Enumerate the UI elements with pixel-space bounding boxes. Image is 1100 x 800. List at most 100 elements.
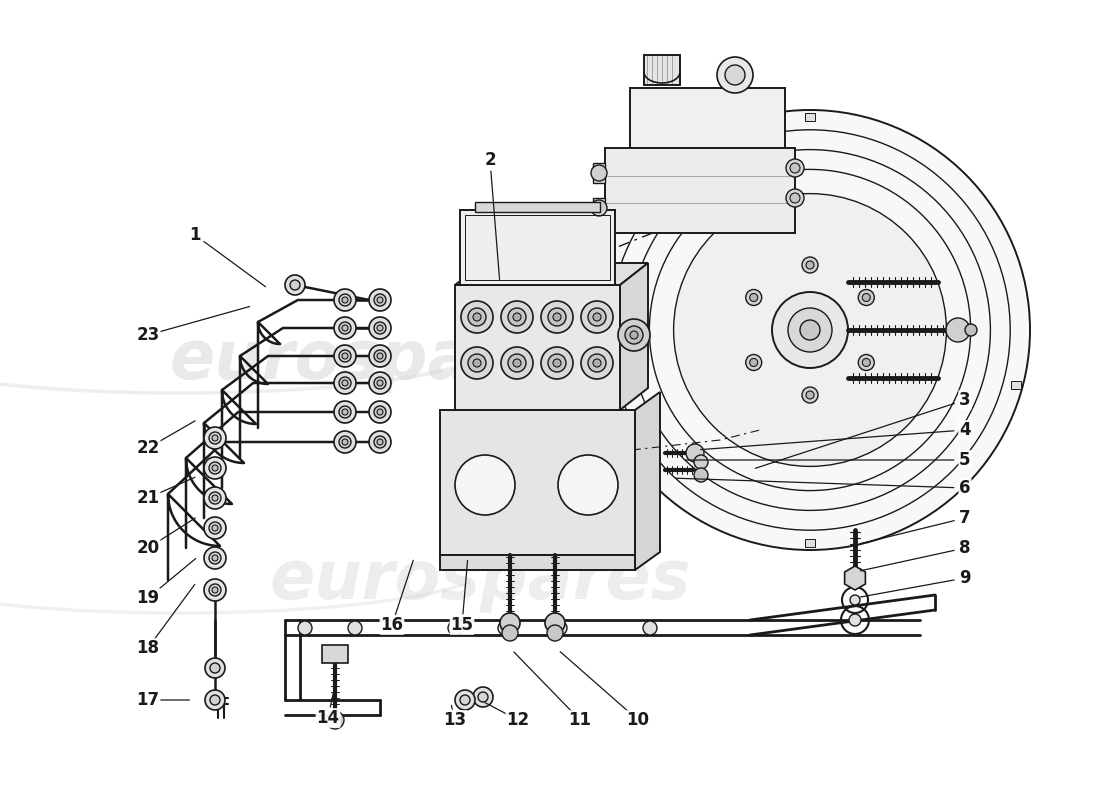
- Circle shape: [374, 294, 386, 306]
- Circle shape: [212, 465, 218, 471]
- Bar: [805, 113, 815, 121]
- Bar: [322, 645, 348, 663]
- Circle shape: [212, 495, 218, 501]
- Circle shape: [473, 313, 481, 321]
- Circle shape: [212, 587, 218, 593]
- Text: eurospares: eurospares: [270, 547, 691, 613]
- Text: 8: 8: [959, 539, 970, 557]
- Circle shape: [588, 308, 606, 326]
- Circle shape: [342, 325, 348, 331]
- Circle shape: [500, 347, 534, 379]
- Circle shape: [368, 431, 390, 453]
- Circle shape: [644, 621, 657, 635]
- Circle shape: [334, 317, 356, 339]
- Circle shape: [334, 431, 356, 453]
- Circle shape: [790, 163, 800, 173]
- Circle shape: [630, 331, 638, 339]
- Circle shape: [544, 613, 565, 633]
- Circle shape: [593, 313, 601, 321]
- Circle shape: [334, 401, 356, 423]
- Circle shape: [746, 354, 761, 370]
- Text: 5: 5: [959, 451, 970, 469]
- Circle shape: [581, 301, 613, 333]
- Text: 18: 18: [136, 639, 160, 657]
- Bar: [605, 148, 795, 233]
- Circle shape: [473, 687, 493, 707]
- Circle shape: [377, 325, 383, 331]
- Circle shape: [374, 377, 386, 389]
- Circle shape: [342, 380, 348, 386]
- Text: 16: 16: [381, 616, 404, 634]
- Bar: [465, 215, 611, 280]
- Text: 22: 22: [136, 439, 160, 457]
- Circle shape: [750, 358, 758, 366]
- Circle shape: [448, 621, 462, 635]
- Circle shape: [342, 353, 348, 359]
- Circle shape: [339, 322, 351, 334]
- Circle shape: [541, 301, 573, 333]
- Circle shape: [717, 57, 754, 93]
- Circle shape: [339, 406, 351, 418]
- Circle shape: [548, 308, 566, 326]
- Text: 3: 3: [959, 391, 971, 409]
- Circle shape: [862, 358, 870, 366]
- Circle shape: [593, 359, 601, 367]
- Circle shape: [473, 359, 481, 367]
- Circle shape: [334, 289, 356, 311]
- Circle shape: [455, 455, 515, 515]
- Bar: [598, 382, 609, 390]
- Circle shape: [212, 525, 218, 531]
- Circle shape: [590, 110, 1030, 550]
- Circle shape: [553, 313, 561, 321]
- Circle shape: [508, 354, 526, 372]
- Circle shape: [862, 294, 870, 302]
- Text: 7: 7: [959, 509, 971, 527]
- Circle shape: [788, 308, 832, 352]
- Circle shape: [209, 522, 221, 534]
- Circle shape: [285, 275, 305, 295]
- Circle shape: [802, 387, 818, 403]
- Text: 11: 11: [569, 711, 592, 729]
- Polygon shape: [455, 263, 648, 285]
- Circle shape: [946, 318, 970, 342]
- Circle shape: [800, 320, 820, 340]
- Circle shape: [210, 663, 220, 673]
- Text: 21: 21: [136, 489, 160, 507]
- Circle shape: [694, 468, 708, 482]
- Circle shape: [368, 372, 390, 394]
- Circle shape: [342, 297, 348, 303]
- Circle shape: [478, 692, 488, 702]
- Text: 9: 9: [959, 569, 971, 587]
- Circle shape: [204, 547, 226, 569]
- Circle shape: [468, 308, 486, 326]
- Text: 13: 13: [443, 711, 466, 729]
- Circle shape: [210, 695, 220, 705]
- Text: 14: 14: [317, 709, 340, 727]
- Circle shape: [204, 517, 226, 539]
- Circle shape: [772, 292, 848, 368]
- Bar: [593, 163, 605, 183]
- Circle shape: [790, 193, 800, 203]
- Circle shape: [326, 711, 344, 729]
- Circle shape: [205, 658, 225, 678]
- Text: 23: 23: [136, 326, 160, 344]
- Circle shape: [334, 372, 356, 394]
- Circle shape: [205, 690, 225, 710]
- Circle shape: [725, 65, 745, 85]
- Circle shape: [500, 613, 520, 633]
- Circle shape: [849, 614, 861, 626]
- Text: 12: 12: [506, 711, 529, 729]
- Circle shape: [591, 200, 607, 216]
- Circle shape: [547, 625, 563, 641]
- Text: eurospares: eurospares: [169, 327, 591, 393]
- Circle shape: [342, 409, 348, 415]
- Circle shape: [461, 301, 493, 333]
- Circle shape: [591, 165, 607, 181]
- Circle shape: [588, 354, 606, 372]
- Bar: [475, 202, 600, 212]
- Polygon shape: [620, 263, 648, 410]
- Bar: [1011, 382, 1021, 390]
- Circle shape: [377, 380, 383, 386]
- Circle shape: [802, 257, 818, 273]
- Circle shape: [334, 345, 356, 367]
